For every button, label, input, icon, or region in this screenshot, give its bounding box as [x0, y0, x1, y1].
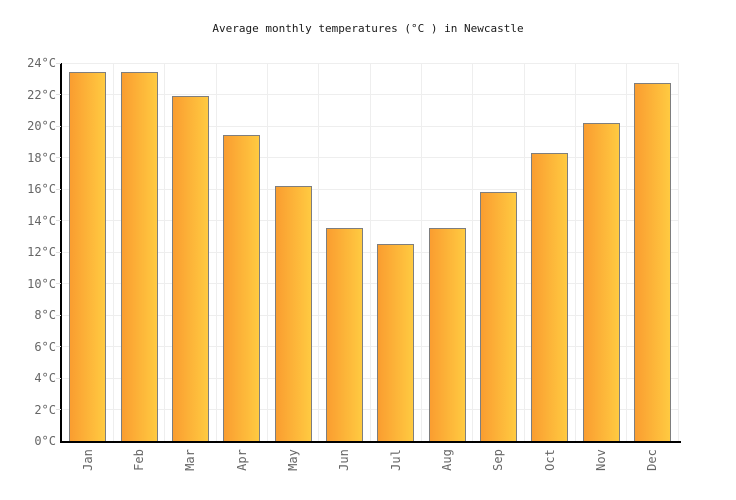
gridline-vertical: [112, 63, 114, 441]
y-axis-label: 6°C: [34, 339, 56, 354]
bar-jan: [69, 72, 107, 441]
gridline-vertical: [523, 63, 525, 441]
y-axis-label: 22°C: [27, 87, 56, 102]
gridline-vertical: [420, 63, 422, 441]
bar-nov: [582, 122, 620, 441]
x-axis-label-jun: Jun: [337, 449, 352, 471]
bar-jun: [325, 228, 363, 441]
y-axis-label: 2°C: [34, 402, 56, 417]
y-tick: [56, 62, 61, 64]
x-axis-label-jan: Jan: [80, 449, 95, 471]
gridline-vertical: [472, 63, 474, 441]
y-tick: [56, 125, 61, 127]
x-axis-line: [60, 441, 681, 443]
bar-aug: [428, 228, 466, 441]
y-tick: [56, 377, 61, 379]
x-axis-label-jul: Jul: [388, 449, 403, 471]
y-axis-line: [60, 63, 62, 443]
y-tick: [56, 188, 61, 190]
bar-apr: [223, 135, 261, 441]
gridline-vertical: [369, 63, 371, 441]
y-tick: [56, 283, 61, 284]
y-tick: [56, 409, 61, 410]
y-tick: [56, 314, 61, 316]
y-axis-label: 4°C: [34, 371, 56, 385]
chart-title: Average monthly temperatures (°C ) in Ne…: [212, 22, 524, 35]
y-axis-label: 0°C: [34, 434, 56, 448]
gridline-vertical: [266, 63, 268, 441]
y-axis-label: 24°C: [27, 56, 56, 70]
y-axis-label: 16°C: [27, 182, 56, 196]
y-axis-label: 8°C: [34, 308, 56, 322]
x-axis-label-nov: Nov: [594, 449, 608, 471]
bar-feb: [120, 72, 158, 441]
x-axis-label-feb: Feb: [132, 449, 146, 471]
bar-dec: [633, 83, 671, 441]
gridline-vertical: [318, 63, 320, 441]
bar-oct: [531, 152, 569, 441]
y-axis-label: 10°C: [27, 276, 56, 291]
bar-jul: [377, 244, 415, 441]
y-axis-label: 20°C: [27, 119, 56, 133]
gridline-vertical: [677, 63, 679, 441]
gridline-vertical: [164, 63, 166, 441]
y-tick: [56, 346, 61, 347]
gridline-vertical: [626, 63, 628, 441]
y-tick: [56, 220, 61, 221]
x-axis-label-may: May: [286, 449, 300, 471]
y-axis-label: 18°C: [27, 150, 56, 165]
y-tick: [56, 94, 61, 95]
bar-may: [274, 185, 312, 441]
bar-sep: [479, 192, 517, 441]
x-axis-label-dec: Dec: [645, 449, 660, 471]
gridline-vertical: [574, 63, 576, 441]
y-axis-label: 14°C: [27, 213, 56, 228]
x-axis-label-apr: Apr: [234, 449, 249, 471]
gridline-vertical: [215, 63, 217, 441]
x-axis-label-mar: Mar: [183, 449, 198, 471]
x-axis-label-oct: Oct: [542, 449, 557, 471]
y-axis-label: 12°C: [27, 245, 56, 259]
y-tick: [56, 251, 61, 253]
bar-mar: [171, 96, 209, 441]
x-axis-label-sep: Sep: [491, 449, 506, 471]
x-axis-label-aug: Aug: [440, 449, 454, 471]
y-tick: [56, 157, 61, 158]
